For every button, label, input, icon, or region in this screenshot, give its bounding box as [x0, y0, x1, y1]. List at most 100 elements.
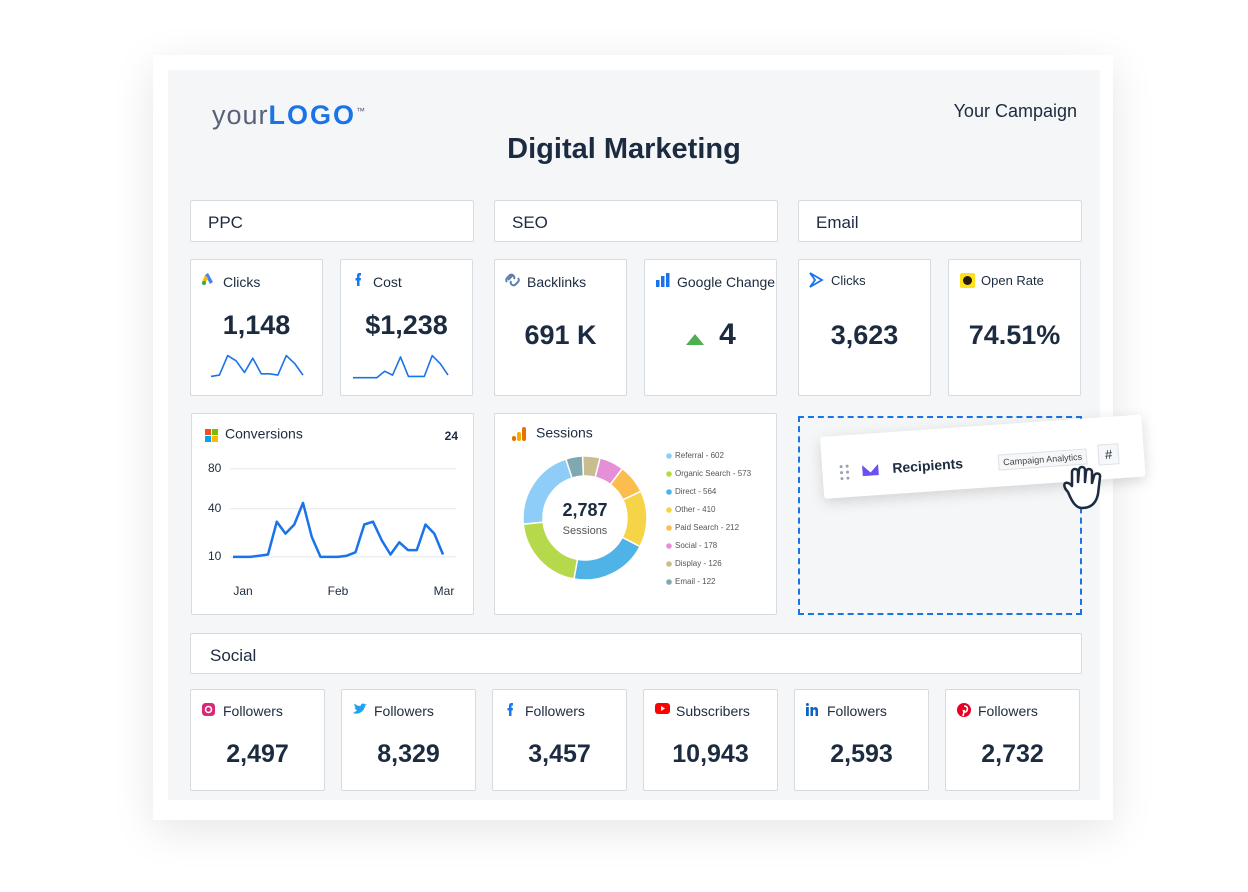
sparkline	[353, 354, 449, 379]
metric-value: 3,623	[830, 320, 899, 350]
social-value: 3,457	[528, 740, 591, 768]
metric-label: Google Change	[677, 274, 776, 290]
legend-swatch	[666, 489, 672, 495]
icon-part	[809, 272, 824, 288]
icon-part	[353, 703, 367, 714]
section-header: SEO	[494, 200, 778, 242]
social-value: 8,329	[377, 740, 440, 768]
icon-part	[656, 280, 660, 287]
icon-part	[963, 276, 972, 285]
icon-part	[805, 703, 809, 706]
logo: yourLOGO™	[212, 100, 366, 131]
social-value: 10,943	[672, 740, 749, 768]
legend-swatch	[666, 471, 672, 477]
icon	[957, 703, 971, 717]
metric-value: 1,148	[222, 310, 291, 340]
icon-part	[661, 276, 665, 287]
title: Digital Marketing	[507, 133, 741, 165]
icon	[960, 273, 975, 288]
campaign: Your Campaign	[953, 101, 1077, 121]
metric-card: Backlinks 691 K	[494, 259, 627, 396]
y-tick-label: 10	[208, 549, 222, 563]
legend-label: Display - 126	[675, 559, 722, 568]
icon	[656, 273, 670, 287]
icon	[805, 703, 818, 716]
section-header: PPC	[190, 200, 474, 242]
icon	[202, 273, 213, 285]
icon-part	[202, 703, 215, 716]
legend-label: Organic Search - 573	[675, 469, 752, 478]
icon	[507, 703, 513, 716]
conversions-card	[191, 413, 474, 615]
x-tick-label: Jan	[233, 584, 252, 598]
social-label: Followers	[978, 703, 1038, 719]
center-label: Sessions	[563, 525, 608, 537]
metric-value: 691 K	[524, 320, 597, 350]
legend-swatch	[666, 561, 672, 567]
icon	[512, 427, 526, 441]
x-tick-label: Mar	[434, 584, 455, 598]
donut-segment	[573, 536, 642, 581]
chart-title: Conversions	[225, 426, 303, 442]
donut-segment	[564, 455, 585, 480]
legend-label: Direct - 564	[675, 487, 717, 496]
metric-label: Open Rate	[981, 273, 1044, 288]
hand-cursor	[1063, 465, 1102, 510]
icon-part	[205, 429, 211, 435]
icon-part	[212, 436, 218, 442]
metric-value: 74.51%	[968, 320, 1061, 350]
icon-part	[666, 273, 670, 287]
icon	[655, 703, 670, 714]
social-card: Followers 2,593	[794, 689, 929, 791]
icon-part	[205, 436, 211, 442]
legend-label: Email - 122	[675, 577, 716, 586]
legend-swatch	[666, 543, 672, 549]
x-tick-label: Feb	[328, 584, 349, 598]
legend-label: Paid Search - 212	[675, 523, 740, 532]
donut-segment	[621, 490, 648, 548]
icon	[353, 703, 367, 714]
metric-label: Clicks	[831, 273, 866, 288]
social-value: 2,593	[830, 740, 893, 768]
metric-label: Cost	[373, 274, 402, 290]
chart-total: 24	[445, 429, 459, 443]
social-value: 2,497	[226, 740, 289, 768]
section-header: Email	[798, 200, 1082, 242]
icon	[205, 429, 218, 442]
legend-swatch	[666, 507, 672, 513]
icon	[809, 272, 824, 288]
metric-label: Backlinks	[527, 274, 587, 290]
legend-label: Referral - 602	[675, 451, 724, 460]
y-tick-label: 40	[208, 501, 222, 515]
dragged-widget[interactable]: Recipients Campaign Analytics #	[820, 414, 1146, 499]
icon-part	[806, 707, 809, 716]
widget-title: Recipients	[891, 455, 964, 477]
chart-title: Sessions	[536, 425, 593, 441]
icon-part	[204, 705, 213, 714]
icon-part	[661, 706, 665, 711]
sparkline	[210, 354, 304, 378]
center-value: 2,787	[562, 500, 607, 520]
social-label: Followers	[525, 703, 585, 719]
section-header: Social	[190, 633, 1082, 674]
social-label: Followers	[223, 703, 283, 719]
icon-part	[202, 281, 206, 285]
widget-icons	[839, 464, 879, 481]
icon-part	[962, 705, 969, 717]
social-card: Followers 3,457	[492, 689, 627, 791]
logo-light: your	[212, 100, 269, 130]
legend-label: Other - 410	[675, 505, 716, 514]
icon	[505, 273, 520, 287]
icon-part	[505, 273, 520, 287]
drop-zone	[798, 416, 1082, 615]
icon-part	[512, 436, 516, 441]
icon	[202, 703, 215, 716]
metric-value: $1,238	[365, 310, 448, 340]
icon-part	[205, 273, 213, 284]
metric-label: Clicks	[223, 274, 261, 290]
icon	[355, 273, 361, 286]
legend-swatch	[666, 525, 672, 531]
icon-part	[810, 707, 818, 716]
up-arrow	[686, 334, 704, 345]
